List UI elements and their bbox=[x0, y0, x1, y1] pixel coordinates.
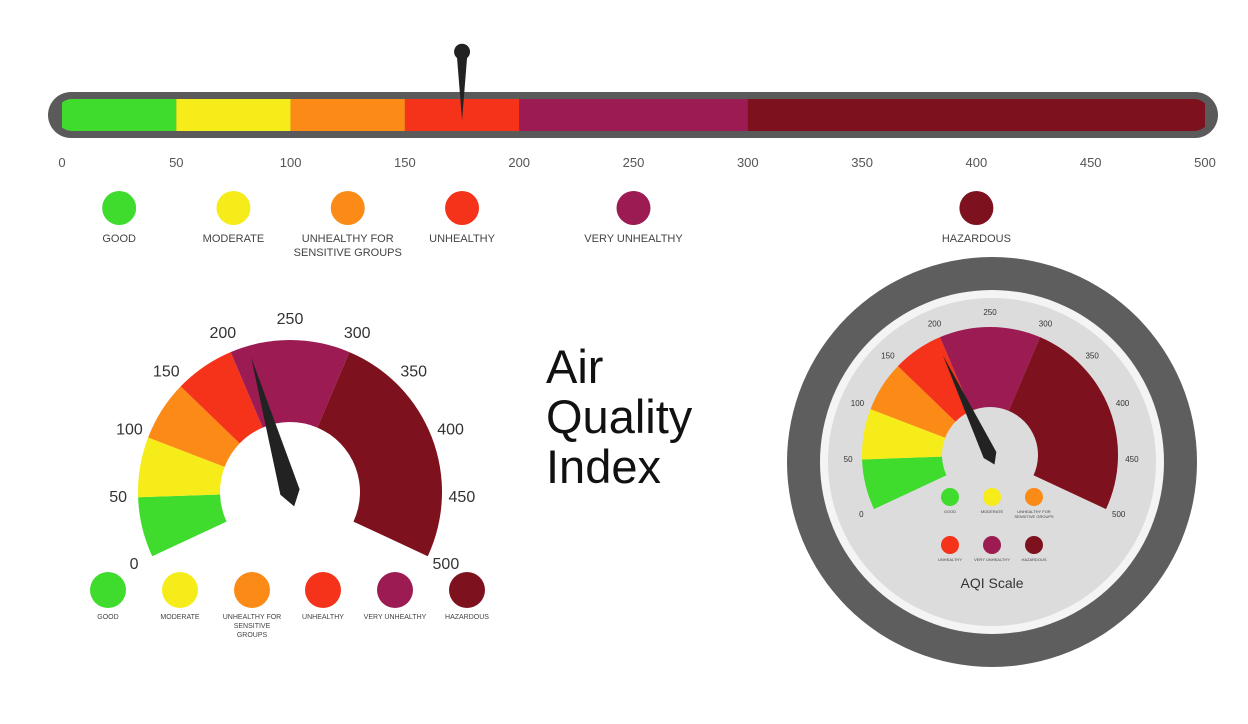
bar-tick-label: 350 bbox=[851, 155, 873, 170]
gauge-tick-label: 150 bbox=[881, 351, 895, 360]
legend-dot bbox=[1025, 488, 1043, 506]
bar-segment bbox=[62, 99, 176, 131]
legend-dot bbox=[377, 572, 413, 608]
legend-dot bbox=[102, 191, 136, 225]
legend-label: VERY UNHEALTHY bbox=[972, 557, 1012, 562]
legend-label: UNHEALTHY FOR SENSITIVE GROUPS bbox=[288, 233, 408, 261]
legend-label: GOOD bbox=[76, 614, 140, 623]
gauge-tick-label: 250 bbox=[983, 308, 997, 317]
legend-dot bbox=[959, 191, 993, 225]
bar-tick-label: 100 bbox=[280, 155, 302, 170]
gauge-tick-label: 300 bbox=[1039, 319, 1053, 328]
bar-track bbox=[62, 99, 1205, 131]
bar-tick-label: 250 bbox=[623, 155, 645, 170]
legend-dot bbox=[983, 488, 1001, 506]
gauge-tick-label: 250 bbox=[277, 311, 304, 328]
gauge-label: AQI Scale bbox=[960, 575, 1023, 591]
legend-dot bbox=[162, 572, 198, 608]
gauge-tick-label: 450 bbox=[1125, 455, 1139, 464]
legend-dot bbox=[983, 536, 1001, 554]
legend-dot bbox=[445, 191, 479, 225]
gauge-tick-label: 500 bbox=[1112, 510, 1126, 519]
legend-label: UNHEALTHY FOR SENSITIVE GROUPS bbox=[220, 614, 284, 640]
legend-dot bbox=[449, 572, 485, 608]
legend-label: MODERATE bbox=[173, 233, 293, 247]
legend-label: MODERATE bbox=[148, 614, 212, 623]
gauge-tick-label: 200 bbox=[928, 319, 942, 328]
legend-dot bbox=[234, 572, 270, 608]
gauge-tick-label: 150 bbox=[153, 364, 180, 381]
legend-label: HAZARDOUS bbox=[1014, 557, 1054, 562]
gauge-tick-label: 450 bbox=[449, 489, 476, 506]
legend-dot bbox=[617, 191, 651, 225]
title: Air Quality Index bbox=[546, 342, 756, 492]
gauge-tick-label: 50 bbox=[109, 489, 127, 506]
bar-tick-label: 500 bbox=[1194, 155, 1216, 170]
gauge-tick-label: 100 bbox=[851, 399, 865, 408]
gauge-tick-label: 350 bbox=[1085, 351, 1099, 360]
bar-tick-label: 50 bbox=[169, 155, 183, 170]
legend-dot bbox=[1025, 536, 1043, 554]
bar-segment bbox=[291, 99, 405, 131]
gauge-tick-label: 0 bbox=[130, 556, 139, 573]
gauge-tick-label: 100 bbox=[116, 422, 143, 439]
gauge-tick-label: 400 bbox=[1116, 399, 1130, 408]
legend-label: VERY UNHEALTHY bbox=[574, 233, 694, 247]
gauge-tick-label: 200 bbox=[209, 325, 236, 342]
gauge-segment bbox=[138, 494, 226, 556]
legend-dot bbox=[90, 572, 126, 608]
gauge-tick-label: 350 bbox=[400, 364, 427, 381]
legend-dot bbox=[216, 191, 250, 225]
gauge-tick-label: 400 bbox=[437, 422, 464, 439]
legend-label: MODERATE bbox=[972, 509, 1012, 514]
legend-label: UNHEALTHY FOR SENSITIVE GROUPS bbox=[1014, 509, 1054, 519]
bar-segment bbox=[176, 99, 290, 131]
legend-dot bbox=[331, 191, 365, 225]
legend-label: UNHEALTHY bbox=[402, 233, 522, 247]
legend-dot bbox=[941, 488, 959, 506]
gauge-tick-label: 300 bbox=[344, 325, 371, 342]
legend-label: VERY UNHEALTHY bbox=[363, 614, 427, 623]
bar-tick-label: 400 bbox=[966, 155, 988, 170]
bar-tick-label: 200 bbox=[508, 155, 530, 170]
legend-label: HAZARDOUS bbox=[435, 614, 499, 623]
bar-segment bbox=[748, 99, 1205, 131]
gauge-tick-label: 500 bbox=[433, 556, 460, 573]
bar-segment bbox=[519, 99, 748, 131]
legend-label: GOOD bbox=[930, 509, 970, 514]
infographic: 0501001502002503003504004505000501001502… bbox=[0, 0, 1248, 724]
gauge-tick-label: 0 bbox=[859, 510, 864, 519]
legend-dot bbox=[941, 536, 959, 554]
legend-dot bbox=[305, 572, 341, 608]
bar-tick-label: 150 bbox=[394, 155, 416, 170]
legend-label: HAZARDOUS bbox=[916, 233, 1036, 247]
legend-label: UNHEALTHY bbox=[930, 557, 970, 562]
legend-label: GOOD bbox=[59, 233, 179, 247]
bar-tick-label: 450 bbox=[1080, 155, 1102, 170]
bar-tick-label: 300 bbox=[737, 155, 759, 170]
gauge-tick-label: 50 bbox=[844, 455, 853, 464]
legend-label: UNHEALTHY bbox=[291, 614, 355, 623]
bar-tick-label: 0 bbox=[58, 155, 65, 170]
